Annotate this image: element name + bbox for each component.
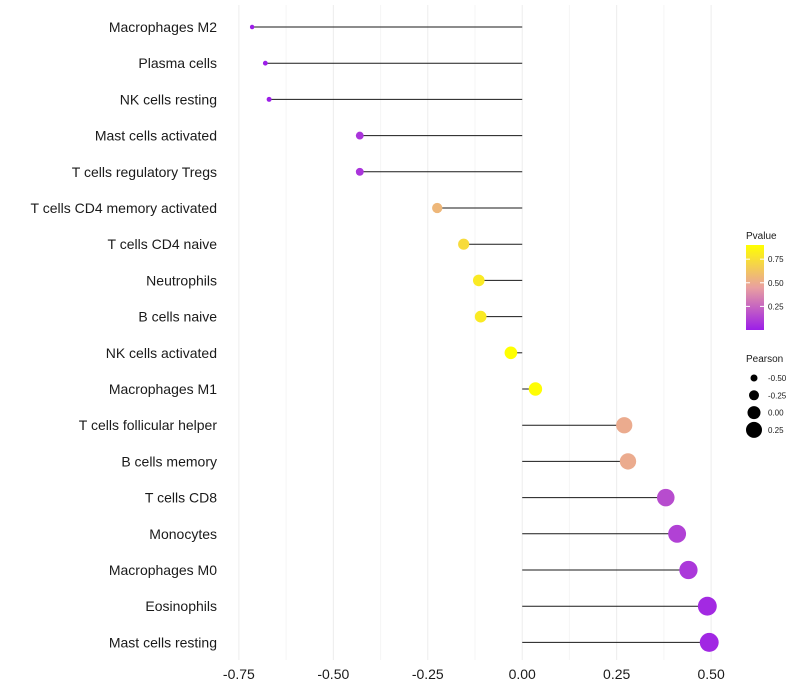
lollipop-point [679,560,698,580]
category-label: B cells memory [121,453,217,469]
lollipop-point [262,60,268,66]
pearson-legend-label: -0.50 [768,374,787,383]
category-label: NK cells activated [106,345,217,361]
lollipop-point [697,596,717,616]
category-label: B cells naive [138,309,217,325]
lollipop-point [266,96,272,102]
pvalue-colorbar [746,245,764,330]
lollipop-point [668,524,687,543]
category-label: Plasma cells [138,55,217,71]
category-label: T cells regulatory Tregs [72,164,217,180]
category-label: NK cells resting [120,91,217,107]
pvalue-legend-label: 0.25 [768,302,784,311]
lollipop-point [699,632,719,652]
pearson-legend-label: 0.00 [768,409,784,418]
pearson-legend-dot [747,406,761,420]
lollipop-point [616,417,633,434]
lollipop-point [355,131,364,140]
x-tick-label: -0.75 [223,666,255,682]
x-tick-label: -0.25 [412,666,444,682]
pvalue-legend-title: Pvalue [746,231,777,242]
category-label: T cells CD8 [145,490,217,506]
x-tick-label: -0.50 [317,666,349,682]
lollipop-point [656,488,675,507]
category-label: T cells CD4 naive [108,236,218,252]
category-label: T cells CD4 memory activated [31,200,217,216]
pearson-legend-label: -0.25 [768,391,787,400]
x-tick-label: 0.50 [697,666,724,682]
pvalue-legend-label: 0.50 [768,279,784,288]
category-label: Macrophages M2 [109,19,217,35]
pearson-legend-label: 0.25 [768,426,784,435]
category-label: Macrophages M0 [109,562,217,578]
pearson-legend-title: Pearson [746,354,783,365]
lollipop-point [504,346,518,360]
lollipop-point [249,24,255,30]
x-tick-label: 0.25 [603,666,630,682]
category-label: Eosinophils [145,598,217,614]
category-label: T cells follicular helper [79,417,218,433]
pearson-legend-dot [749,390,759,401]
lollipop-point [432,202,443,214]
lollipop-point [355,167,364,176]
lollipop-point [528,382,543,396]
pvalue-legend-label: 0.75 [768,255,784,264]
x-tick-label: 0.00 [509,666,536,682]
lollipop-point [472,274,485,287]
category-label: Mast cells resting [109,634,217,650]
category-label: Mast cells activated [95,128,217,144]
category-label: Monocytes [149,526,217,542]
lollipop-point [474,310,487,323]
lollipop-point [458,238,470,250]
category-label: Macrophages M1 [109,381,217,397]
category-label: Neutrophils [146,272,217,288]
lollipop-point [619,453,637,470]
pearson-legend-dot [750,374,758,382]
pearson-legend-dot [746,421,762,438]
